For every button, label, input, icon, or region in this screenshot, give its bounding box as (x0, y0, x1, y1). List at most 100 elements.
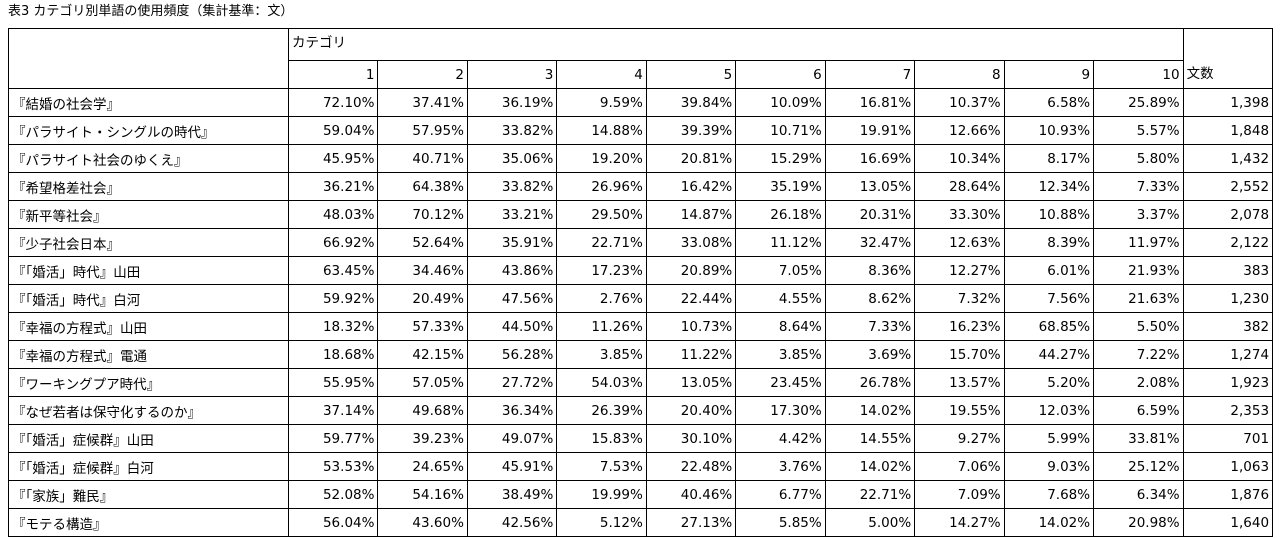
value-cell: 11.12% (735, 228, 826, 257)
row-label: 『希望格差社会』 (8, 172, 289, 201)
value-cell: 3.37% (1093, 200, 1184, 229)
corner-cell (8, 28, 289, 89)
value-cell: 11.26% (556, 312, 647, 341)
value-cell: 11.22% (645, 340, 737, 369)
value-cell: 20.31% (824, 200, 916, 229)
value-cell: 22.71% (556, 228, 647, 257)
value-cell: 2.08% (1093, 368, 1184, 397)
value-cell: 20.49% (377, 284, 468, 313)
value-cell: 42.56% (466, 508, 558, 537)
value-cell: 9.59% (556, 88, 647, 117)
data-row: 『パラサイト・シングルの時代』 59.04% 57.95% 33.82% 14.88% 3… (8, 116, 1274, 145)
value-cell: 26.39% (556, 396, 647, 425)
value-cell: 5.00% (824, 508, 916, 537)
value-cell: 39.39% (645, 116, 737, 145)
value-cell: 15.29% (735, 144, 826, 173)
count-cell: 1,063 (1182, 452, 1274, 481)
value-cell: 33.30% (914, 200, 1005, 229)
value-cell: 14.55% (824, 424, 916, 453)
value-cell: 54.03% (556, 368, 647, 397)
value-cell: 6.77% (735, 480, 826, 509)
value-cell: 16.81% (824, 88, 916, 117)
row-label: 『ワーキングプア時代』 (8, 368, 289, 397)
value-cell: 33.81% (1093, 424, 1184, 453)
value-cell: 35.06% (466, 144, 558, 173)
row-label: 『結婚の社会学』 (8, 88, 289, 117)
value-cell: 23.45% (735, 368, 826, 397)
value-cell: 14.87% (645, 200, 737, 229)
value-cell: 7.06% (914, 452, 1005, 481)
value-cell: 3.76% (735, 452, 826, 481)
value-cell: 14.88% (556, 116, 647, 145)
count-cell: 1,923 (1182, 368, 1274, 397)
value-cell: 59.04% (287, 116, 379, 145)
value-cell: 12.27% (914, 256, 1005, 285)
value-cell: 6.34% (1093, 480, 1184, 509)
count-header: 文数 (1182, 28, 1274, 89)
column-header: 3 (466, 60, 558, 89)
count-cell: 2,078 (1182, 200, 1274, 229)
value-cell: 56.28% (466, 340, 558, 369)
value-cell: 37.14% (287, 396, 379, 425)
value-cell: 25.89% (1093, 88, 1184, 117)
value-cell: 40.71% (377, 144, 468, 173)
value-cell: 19.99% (556, 480, 647, 509)
data-row: 『ワーキングプア時代』 55.95% 57.05% 27.72% 54.03% 13.05… (8, 368, 1274, 397)
value-cell: 10.37% (914, 88, 1005, 117)
value-cell: 57.05% (377, 368, 468, 397)
value-cell: 24.65% (377, 452, 468, 481)
count-cell: 2,122 (1182, 228, 1274, 257)
value-cell: 16.23% (914, 312, 1005, 341)
value-cell: 19.20% (556, 144, 647, 173)
value-cell: 37.41% (377, 88, 468, 117)
value-cell: 36.34% (466, 396, 558, 425)
count-cell: 701 (1182, 424, 1274, 453)
value-cell: 45.95% (287, 144, 379, 173)
data-row: 『希望格差社会』 36.21% 64.38% 33.82% 26.96% 16.42% 35… (8, 172, 1274, 201)
value-cell: 12.63% (914, 228, 1005, 257)
value-cell: 7.32% (914, 284, 1005, 313)
value-cell: 8.64% (735, 312, 826, 341)
value-cell: 3.85% (735, 340, 826, 369)
value-cell: 16.69% (824, 144, 916, 173)
row-label: 『幸福の方程式』山田 (8, 312, 289, 341)
count-cell: 1,848 (1182, 116, 1274, 145)
data-row: 『少子社会日本』 66.92% 52.64% 35.91% 22.71% 33.08% 11… (8, 228, 1274, 257)
row-label: 『パラサイト・シングルの時代』 (8, 116, 289, 145)
value-cell: 44.50% (466, 312, 558, 341)
data-row: 『新平等社会』 48.03% 70.12% 33.21% 29.50% 14.87% 26.… (8, 200, 1274, 229)
value-cell: 70.12% (377, 200, 468, 229)
data-row: 『「婚活」症候群』白河 53.53% 24.65% 45.91% 7.53% 22.48%… (8, 452, 1274, 481)
value-cell: 10.09% (735, 88, 826, 117)
data-row: 『パラサイト社会のゆくえ』 45.95% 40.71% 35.06% 19.20% 20.… (8, 144, 1274, 173)
value-cell: 52.64% (377, 228, 468, 257)
value-cell: 33.08% (645, 228, 737, 257)
table-caption: 表3 カテゴリ別単語の使用頻度（集計基準：文） (8, 4, 294, 19)
data-row: 『「婚活」時代』白河 59.92% 20.49% 47.56% 2.76% 22.44% 4… (8, 284, 1274, 313)
value-cell: 5.12% (556, 508, 647, 537)
row-label: 『「家族」難民』 (8, 480, 289, 509)
data-row: 『結婚の社会学』 72.10% 37.41% 36.19% 9.59% 39.84% 10.… (8, 88, 1274, 117)
value-cell: 16.42% (645, 172, 737, 201)
value-cell: 52.08% (287, 480, 379, 509)
column-header: 5 (645, 60, 737, 89)
column-header: 1 (287, 60, 379, 89)
value-cell: 6.01% (1003, 256, 1095, 285)
value-cell: 9.27% (914, 424, 1005, 453)
value-cell: 28.64% (914, 172, 1005, 201)
category-header: カテゴリ (288, 28, 1184, 61)
value-cell: 4.55% (735, 284, 826, 313)
value-cell: 7.33% (1093, 172, 1184, 201)
value-cell: 21.93% (1093, 256, 1184, 285)
value-cell: 19.91% (824, 116, 916, 145)
value-cell: 64.38% (377, 172, 468, 201)
value-cell: 35.91% (466, 228, 558, 257)
value-cell: 27.13% (645, 508, 737, 537)
value-cell: 19.55% (914, 396, 1005, 425)
value-cell: 13.05% (824, 172, 916, 201)
value-cell: 18.32% (287, 312, 379, 341)
value-cell: 26.18% (735, 200, 826, 229)
value-cell: 8.36% (824, 256, 916, 285)
value-cell: 7.33% (824, 312, 916, 341)
count-cell: 1,230 (1182, 284, 1274, 313)
